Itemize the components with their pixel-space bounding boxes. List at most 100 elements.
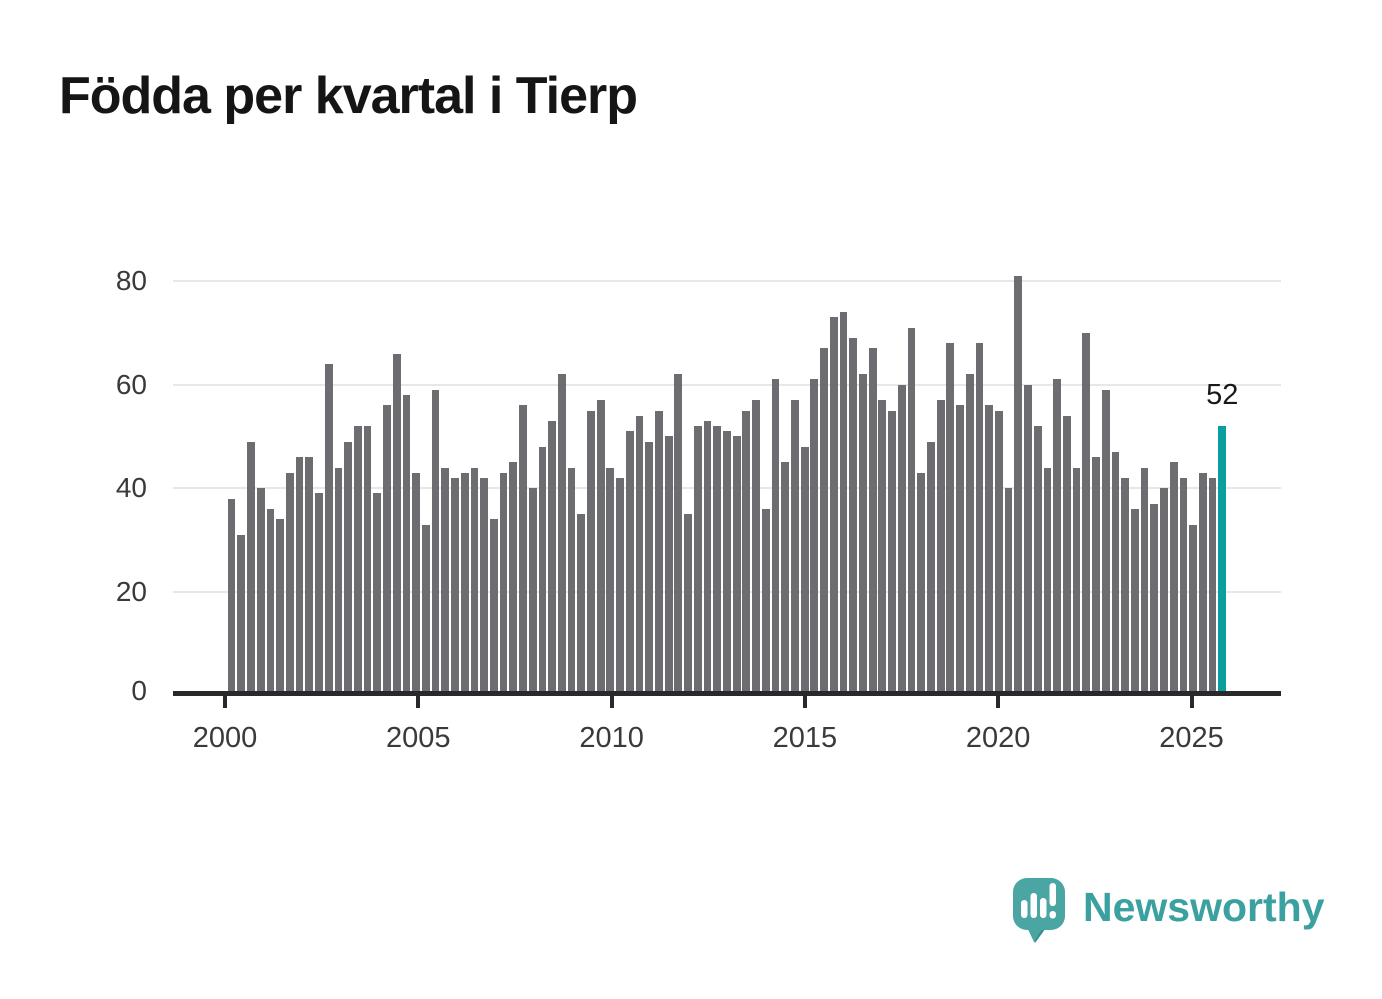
bar-quarter xyxy=(732,436,741,696)
bar-quarter xyxy=(703,420,712,696)
bar-quarter xyxy=(859,374,867,696)
bar-quarter xyxy=(829,317,838,696)
bar-quarter xyxy=(480,477,489,696)
x-axis-label-2010: 2010 xyxy=(579,722,644,754)
bar-quarter xyxy=(810,379,819,696)
bar-quarter xyxy=(752,400,760,696)
bar-quarter xyxy=(266,508,275,696)
highlight-value-label: 52 xyxy=(1206,379,1239,412)
bar-quarter xyxy=(577,514,586,696)
bar-quarter xyxy=(1179,477,1188,696)
bar-quarter xyxy=(761,508,770,696)
bar-quarter xyxy=(383,405,391,696)
bar-quarter xyxy=(392,353,401,696)
x-axis-tick-2010 xyxy=(609,696,614,708)
x-axis-label-2025: 2025 xyxy=(1159,722,1224,754)
bar-quarter xyxy=(441,467,450,696)
brand-footer: Newsworthy xyxy=(1012,877,1325,947)
bar-quarter xyxy=(625,431,634,696)
gridline-y-60 xyxy=(173,383,1281,386)
bar-quarter xyxy=(635,415,644,696)
bar-quarter xyxy=(489,519,498,696)
bar-quarter xyxy=(285,472,294,696)
gridline-y-80 xyxy=(173,280,1281,282)
bar-quarter xyxy=(684,514,692,696)
bar-quarter xyxy=(723,431,731,696)
bar-quarter xyxy=(616,477,624,696)
bar-quarter xyxy=(315,493,323,696)
bar-quarter xyxy=(451,477,459,696)
bar-quarter xyxy=(1140,467,1149,696)
bar-quarter xyxy=(519,405,527,696)
bar-quarter xyxy=(528,488,537,696)
bar-quarter xyxy=(1160,488,1168,696)
bar-quarter xyxy=(353,426,362,696)
bar-quarter xyxy=(344,441,353,696)
bar-quarter xyxy=(674,374,683,696)
bar-quarter xyxy=(1169,462,1178,696)
brand-wordmark: Newsworthy xyxy=(1083,884,1325,930)
x-axis-tick-2005 xyxy=(416,696,421,708)
bar-quarter xyxy=(373,493,382,696)
x-axis-tick-2000 xyxy=(223,696,227,708)
bar-quarter xyxy=(1189,524,1198,696)
bar-quarter xyxy=(693,426,702,696)
bar-quarter xyxy=(295,457,304,696)
x-axis-tick-2015 xyxy=(802,696,807,708)
bar-quarter xyxy=(237,534,246,696)
bar-quarter xyxy=(878,400,887,696)
bar-quarter xyxy=(800,446,809,696)
x-axis-line xyxy=(173,691,1281,696)
x-axis-label-2000: 2000 xyxy=(192,722,258,754)
bar-quarter xyxy=(1150,503,1159,696)
bar-quarter xyxy=(839,312,848,696)
bar-quarter xyxy=(1014,275,1023,696)
bar-quarter xyxy=(917,472,926,696)
bar-quarter xyxy=(509,462,518,696)
bar-quarter xyxy=(975,343,984,696)
bar-quarter xyxy=(956,405,964,696)
bar-quarter xyxy=(256,488,265,696)
bar-quarter xyxy=(1092,457,1100,696)
bar-quarter xyxy=(431,389,440,696)
bar-quarter xyxy=(548,420,556,696)
bar-quarter xyxy=(412,472,421,696)
bar-quarter xyxy=(1121,477,1130,696)
bar-quarter xyxy=(645,441,654,696)
bar-quarter xyxy=(606,467,615,696)
bar-quarter xyxy=(247,441,255,696)
bar-quarter xyxy=(936,400,945,696)
bar-quarter xyxy=(1024,384,1032,696)
bar-quarter xyxy=(276,519,285,696)
x-axis-tick-2020 xyxy=(996,696,1001,708)
bar-quarter xyxy=(820,348,828,696)
bar-quarter xyxy=(1033,426,1042,696)
bar-quarter xyxy=(324,363,333,696)
y-axis-label: 60 xyxy=(115,368,147,400)
bar-highlight-latest-quarter xyxy=(1218,426,1227,696)
x-axis-label-2015: 2015 xyxy=(772,722,838,754)
x-axis-tick-2025 xyxy=(1189,696,1194,708)
bar-quarter xyxy=(1004,488,1013,696)
x-axis-label-2020: 2020 xyxy=(965,722,1031,754)
bar-quarter xyxy=(587,410,595,696)
bar-quarter xyxy=(1111,451,1120,696)
bar-quarter xyxy=(334,467,343,696)
bar-quarter xyxy=(655,410,663,696)
bar-quarter xyxy=(742,410,751,696)
bar-quarter xyxy=(557,374,566,696)
bar-quarter xyxy=(946,343,955,696)
bar-quarter xyxy=(965,374,974,696)
bar-quarter xyxy=(897,384,906,696)
y-axis-label: 40 xyxy=(115,472,147,504)
bar-quarter xyxy=(849,337,858,696)
bar-quarter xyxy=(771,379,780,696)
bar-quarter xyxy=(985,405,994,696)
bar-quarter xyxy=(713,426,722,696)
bar-quarter xyxy=(1101,389,1110,696)
bar-quarter xyxy=(499,472,508,696)
bar-quarter xyxy=(927,441,935,696)
bar-quarter xyxy=(470,467,479,696)
